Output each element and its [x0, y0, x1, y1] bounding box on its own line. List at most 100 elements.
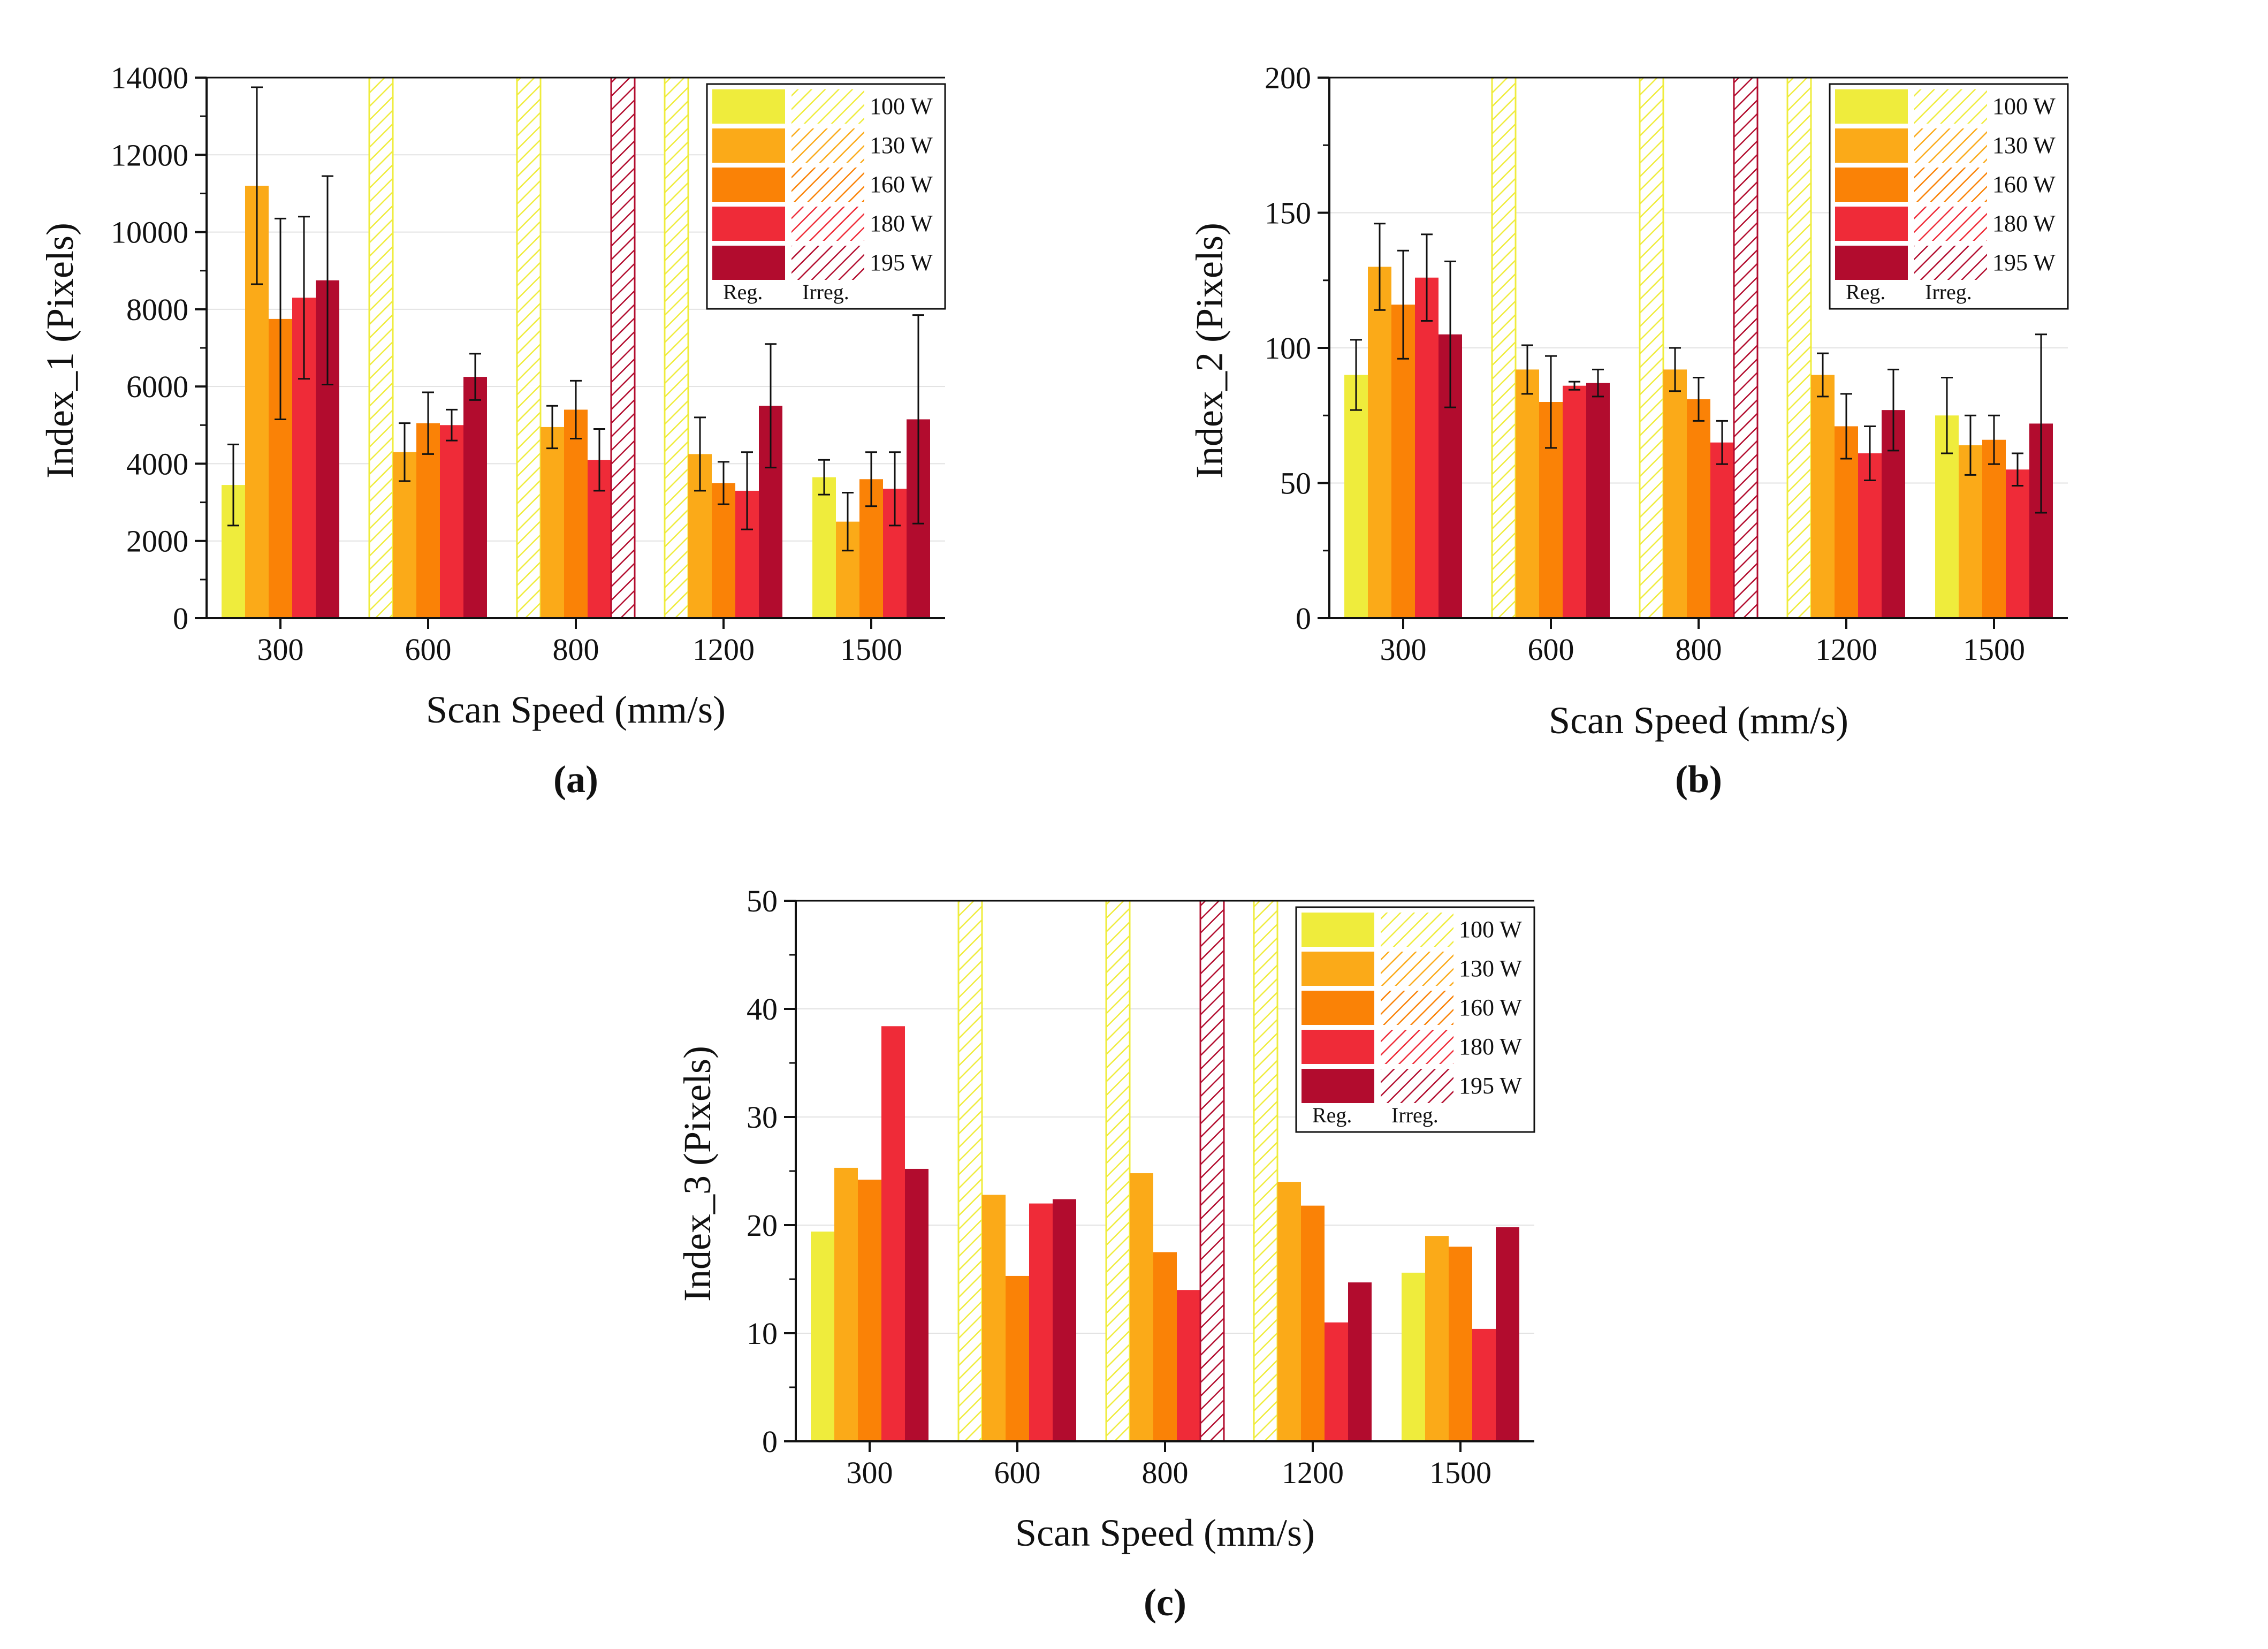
legend-swatch-regular: [1302, 952, 1374, 986]
legend: 100 W 130 W 160 W 180 W 195 W Reg. Irreg.: [706, 83, 946, 310]
bar: [1516, 369, 1539, 618]
bar: [1710, 442, 1734, 618]
panel-caption: (c): [1144, 1581, 1186, 1624]
bar: [1177, 1290, 1200, 1441]
bar: [982, 1195, 1006, 1441]
bar: [1733, 77, 1759, 619]
bar: [416, 423, 440, 618]
bar: [463, 377, 487, 618]
legend-irregular-label: Irreg.: [1391, 1103, 1439, 1127]
legend-label: 100 W: [1992, 93, 2056, 119]
bar: [664, 77, 689, 619]
bar: [834, 1167, 858, 1441]
x-axis-title: Scan Speed (mm/s): [426, 688, 726, 731]
bar: [905, 1168, 928, 1441]
legend-swatch-regular: [1302, 991, 1374, 1025]
legend: 100 W 130 W 160 W 180 W 195 W Reg. Irreg.: [1295, 906, 1535, 1133]
bar: [1982, 439, 2006, 618]
bar: [564, 409, 588, 618]
x-tick-label: 300: [257, 632, 304, 667]
y-tick-label: 0: [173, 601, 188, 636]
legend-swatch-irregular: [1381, 1030, 1453, 1064]
bar: [812, 477, 836, 618]
y-axis-title: Index_2 (Pixels): [1188, 223, 1231, 478]
bar: [1029, 1203, 1053, 1441]
y-axis-title: Index_3 (Pixels): [676, 1046, 719, 1302]
x-tick-label: 1500: [840, 632, 902, 667]
legend-label: 195 W: [1992, 249, 2056, 276]
panel-caption: (b): [1675, 758, 1722, 801]
legend-label: 180 W: [870, 210, 933, 237]
legend-regular-label: Reg.: [1846, 280, 1885, 304]
x-axis-title: Scan Speed (mm/s): [1015, 1511, 1315, 1554]
x-tick-label: 1200: [1815, 632, 1877, 667]
bar: [1301, 1205, 1325, 1441]
legend-swatch-regular: [1302, 1069, 1374, 1103]
bar: [1053, 1199, 1076, 1441]
bar: [1449, 1247, 1472, 1441]
x-axis-title: Scan Speed (mm/s): [1549, 699, 1848, 742]
bar: [1344, 375, 1368, 618]
legend-swatch-irregular: [1914, 168, 1987, 202]
y-axis-title: Index_1 (Pixels): [39, 223, 81, 478]
x-tick-label: 300: [1380, 632, 1427, 667]
bar: [957, 900, 983, 1442]
y-tick-label: 10000: [111, 215, 188, 250]
legend-swatch-irregular: [1381, 1069, 1453, 1103]
y-tick-label: 0: [762, 1424, 778, 1459]
bar: [858, 1180, 881, 1441]
legend-swatch-irregular: [791, 89, 864, 124]
bar: [712, 483, 735, 618]
y-tick-label: 8000: [126, 292, 188, 327]
panel-caption: (a): [553, 758, 598, 801]
y-tick-label: 30: [747, 1100, 778, 1135]
y-tick-label: 50: [1280, 466, 1311, 501]
chart-panel-b: Index_2 (Pixels) Scan Speed (mm/s) (b) 0…: [1188, 60, 2069, 801]
legend-label: 160 W: [1992, 171, 2056, 197]
bar: [1687, 399, 1710, 618]
legend-label: 100 W: [1459, 916, 1522, 943]
legend-swatch-irregular: [1381, 952, 1453, 986]
legend-swatch-regular: [712, 89, 785, 124]
legend-swatch-regular: [1302, 1030, 1374, 1064]
legend-swatch-regular: [1835, 207, 1908, 241]
bar: [1786, 77, 1812, 619]
bar-group: [811, 900, 1519, 1442]
legend-swatch-irregular: [1914, 207, 1987, 241]
bar: [1811, 375, 1835, 618]
y-tick-label: 100: [1265, 331, 1311, 366]
bar: [1472, 1328, 1496, 1441]
bar: [1496, 1227, 1519, 1441]
legend-swatch-regular: [712, 246, 785, 280]
x-tick-label: 800: [1142, 1455, 1189, 1490]
legend-swatch-irregular: [1381, 991, 1453, 1025]
y-tick-label: 4000: [126, 446, 188, 481]
bar-group: [222, 77, 930, 619]
legend-label: 160 W: [870, 171, 933, 197]
legend-regular-label: Reg.: [723, 280, 763, 304]
x-tick-label: 1500: [1963, 632, 2025, 667]
legend-label: 195 W: [1459, 1073, 1522, 1099]
legend-swatch-irregular: [791, 128, 864, 163]
y-tick-label: 14000: [111, 60, 188, 95]
legend-label: 130 W: [1459, 955, 1522, 982]
legend-swatch-regular: [712, 207, 785, 241]
legend-swatch-irregular: [791, 246, 864, 280]
bar: [1153, 1252, 1177, 1441]
chart-panel-a: Index_1 (Pixels) Scan Speed (mm/s) (a) 0…: [39, 60, 946, 801]
legend-regular-label: Reg.: [1312, 1103, 1352, 1127]
bar: [1415, 277, 1439, 618]
y-tick-label: 12000: [111, 138, 188, 172]
bar: [811, 1232, 834, 1441]
y-tick-label: 0: [1296, 601, 1311, 636]
legend-swatch-regular: [712, 168, 785, 202]
legend-label: 180 W: [1992, 210, 2056, 237]
y-tick-label: 20: [747, 1208, 778, 1243]
x-tick-label: 600: [994, 1455, 1041, 1490]
bar: [1402, 1272, 1425, 1441]
bar: [881, 1026, 905, 1441]
bar: [1663, 369, 1687, 618]
chart-panel-c: Index_3 (Pixels) Scan Speed (mm/s) (c) 0…: [676, 884, 1535, 1624]
bar: [1348, 1282, 1372, 1441]
